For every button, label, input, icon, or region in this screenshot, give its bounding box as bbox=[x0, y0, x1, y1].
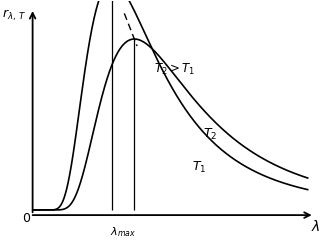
Text: $\lambda_{max}$: $\lambda_{max}$ bbox=[110, 225, 136, 239]
Text: $T_1$: $T_1$ bbox=[192, 160, 206, 175]
Text: $T_2$: $T_2$ bbox=[203, 127, 217, 142]
Text: $\lambda$: $\lambda$ bbox=[311, 219, 321, 234]
Text: $r_{\lambda,\,T}$: $r_{\lambda,\,T}$ bbox=[2, 7, 26, 23]
Text: $T_2 > T_1$: $T_2 > T_1$ bbox=[154, 62, 194, 77]
Text: 0: 0 bbox=[22, 212, 30, 225]
